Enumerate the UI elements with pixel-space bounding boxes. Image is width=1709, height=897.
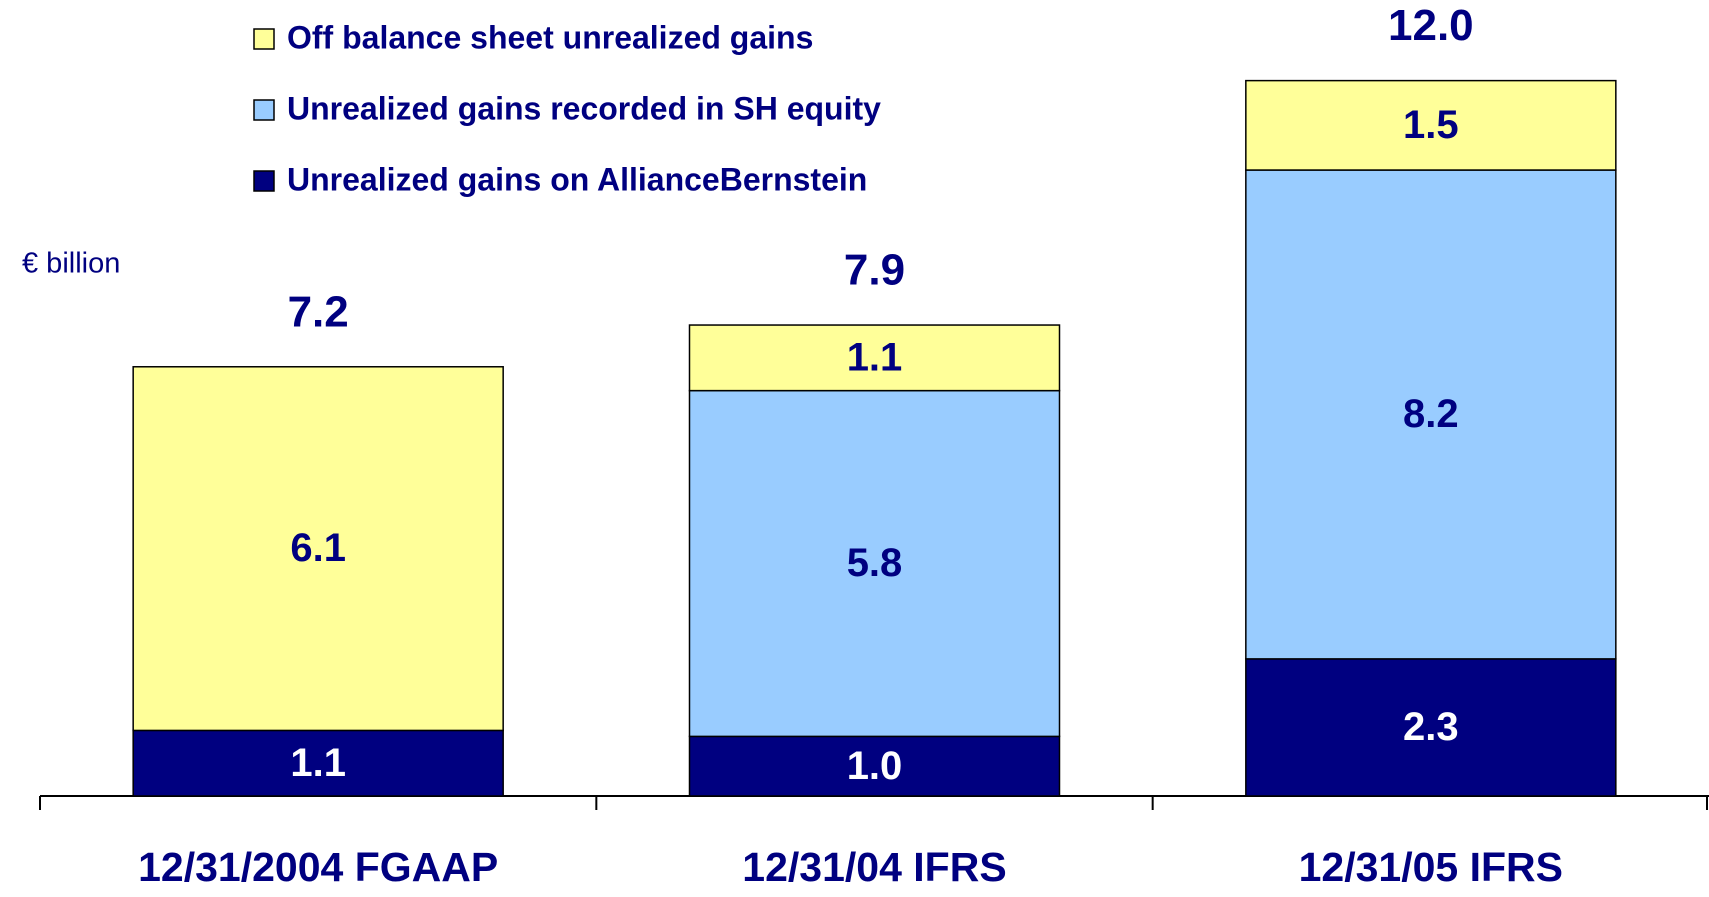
total-label: 7.2: [288, 287, 349, 336]
data-label: 6.1: [290, 526, 346, 570]
data-label: 1.5: [1403, 103, 1459, 147]
bar-segment: [688, 324, 1061, 392]
bar-segment: [1245, 169, 1617, 660]
x-tick-label: 12/31/2004 FGAAP: [138, 844, 498, 890]
legend-swatch: [253, 99, 275, 121]
legend-label: Unrealized gains on AllianceBernstein: [287, 161, 867, 197]
total-label: 7.9: [844, 246, 905, 295]
legend-swatch: [253, 28, 275, 50]
bar-segment: [1245, 79, 1617, 171]
data-label: 5.8: [847, 541, 903, 585]
data-label: 2.3: [1403, 705, 1459, 749]
data-label: 1.1: [290, 741, 346, 785]
x-tick-label: 12/31/04 IFRS: [742, 844, 1006, 890]
x-tick-label: 12/31/05 IFRS: [1299, 844, 1563, 890]
data-label: 1.1: [847, 335, 903, 379]
unit-label: € billion: [22, 248, 120, 280]
data-label: 8.2: [1403, 392, 1459, 436]
bar-segment: [132, 729, 504, 797]
legend-label: Unrealized gains recorded in SH equity: [287, 90, 881, 126]
data-label: 1.0: [847, 744, 903, 788]
legend-label: Off balance sheet unrealized gains: [287, 19, 813, 55]
total-label: 12.0: [1388, 1, 1474, 50]
legend-swatch: [253, 170, 275, 192]
bar-segment: [132, 366, 504, 732]
